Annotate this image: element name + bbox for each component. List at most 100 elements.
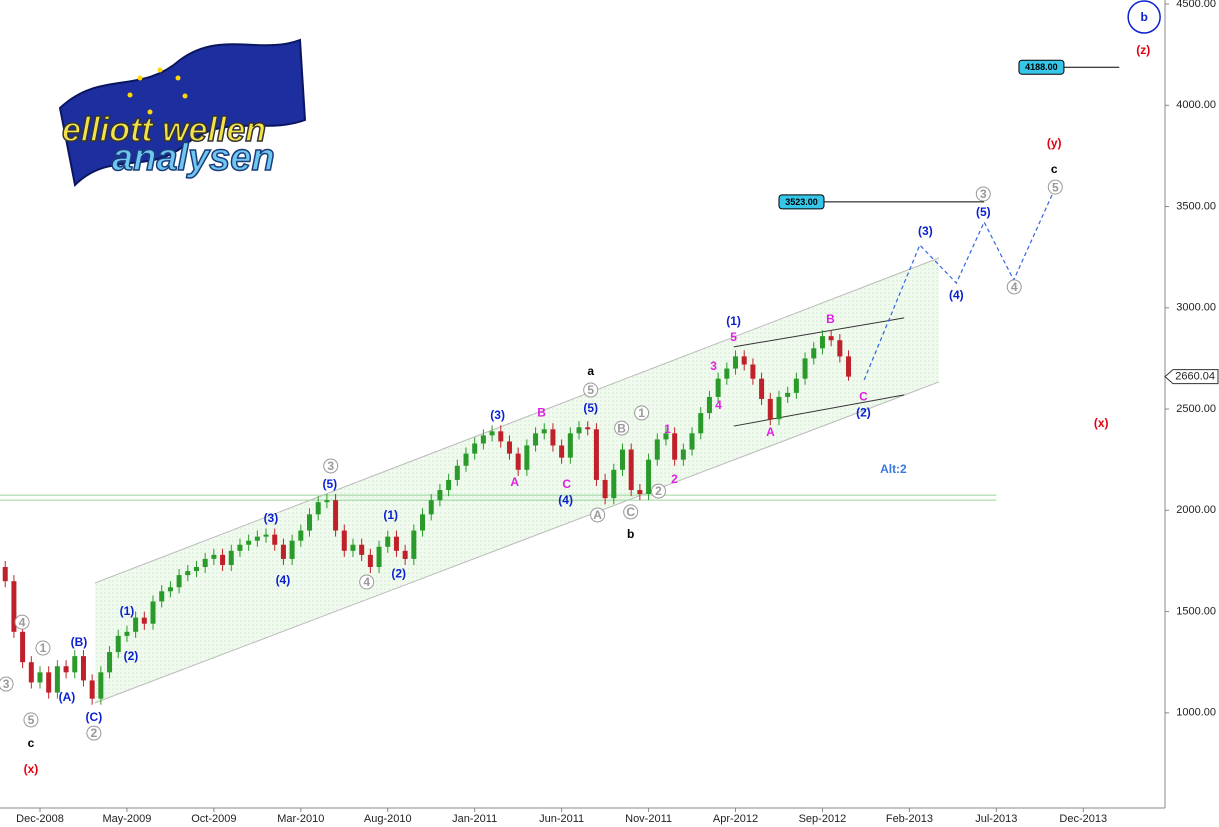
wave-label: 1 [664, 422, 671, 436]
candle-body [533, 433, 539, 446]
wave-label: A [593, 508, 602, 522]
wave-label: b [627, 527, 634, 541]
candle-body [341, 530, 347, 551]
wave-label: (A) [59, 690, 76, 704]
wave-circle [14, 614, 30, 630]
candle-body [663, 433, 669, 440]
candle-body [550, 429, 556, 446]
logo-stars [127, 67, 188, 115]
wave-label: 5 [730, 330, 737, 344]
wave-label: (5) [976, 205, 991, 219]
candle-body [559, 445, 565, 458]
candle-body [185, 571, 191, 576]
wedge-line [733, 317, 905, 348]
x-tick-label: Sep-2012 [799, 813, 847, 825]
wave-label: (5) [323, 477, 338, 491]
wave-circle [0, 676, 14, 692]
x-tick-label: Jun-2011 [539, 813, 584, 825]
candle-body [819, 336, 825, 349]
candle-body [428, 500, 434, 515]
candle-body [289, 540, 295, 559]
wave-label: 4 [363, 575, 370, 589]
wave-circle [634, 405, 650, 421]
candle-body [402, 550, 408, 559]
candle-body [837, 340, 843, 357]
wave-label: 1 [638, 406, 645, 420]
y-tick-label: 2000.00 [1176, 504, 1216, 516]
candle-body [619, 449, 625, 470]
candle-body [715, 378, 721, 397]
wave-circle [650, 483, 666, 499]
candle-body [706, 396, 712, 414]
wave-label: 3 [980, 187, 987, 201]
candle-body [498, 431, 504, 442]
candle-body [133, 617, 139, 632]
y-tick-label: 3000.00 [1176, 302, 1216, 314]
wave-label: (2) [856, 405, 871, 419]
wave-circle [614, 420, 630, 436]
wave-label: C [626, 505, 635, 519]
candle-body [437, 490, 443, 501]
wave-label: B [826, 312, 835, 326]
candle-body [524, 445, 530, 470]
target-box [1018, 59, 1065, 75]
channel-line [94, 257, 940, 584]
x-tick-label: Nov-2011 [625, 813, 672, 825]
x-tick-label: Dec-2008 [16, 813, 64, 825]
candle-body [298, 530, 304, 541]
candle-body [315, 502, 321, 515]
candle-body [28, 662, 34, 683]
candle-body [541, 429, 547, 434]
wave-label: A [510, 475, 519, 489]
candle-body [228, 550, 234, 565]
wave-label: (x) [24, 762, 39, 776]
candle-body [80, 656, 86, 681]
candle-body [420, 514, 426, 531]
candle-body [454, 465, 460, 480]
candle-body [724, 368, 730, 379]
y-tick-label: 1500.00 [1176, 605, 1216, 617]
candle-body [272, 534, 278, 545]
wave-label: 5 [1052, 180, 1059, 194]
candle-body [11, 581, 17, 632]
wave-label: (y) [1047, 136, 1062, 150]
wave-label: 4 [19, 615, 26, 629]
candle-body [176, 575, 182, 588]
wave-label: 5 [587, 383, 594, 397]
candle-body [115, 635, 121, 653]
candle-body [593, 429, 599, 480]
wave-label: 5 [28, 713, 35, 727]
candle-body [263, 534, 269, 537]
candle-body [159, 591, 165, 602]
wave-circle [583, 382, 599, 398]
candle-body [602, 479, 608, 499]
candle-body [611, 469, 617, 499]
logo: elliott wellen analysen [58, 38, 307, 188]
x-tick-label: May-2009 [102, 813, 151, 825]
candle-body [480, 435, 486, 444]
candle-body [463, 453, 469, 466]
wave-label: 2 [655, 484, 662, 498]
wedge-line [733, 394, 905, 427]
wave-label: 2 [91, 726, 98, 740]
candle-body [254, 536, 260, 541]
candle-body [393, 536, 399, 551]
wave-circle [623, 504, 639, 520]
candle-body [654, 439, 660, 460]
wave-label: (C) [86, 710, 103, 724]
wave-label: (4) [276, 573, 291, 587]
candle-body [506, 441, 512, 454]
candle-body [246, 540, 252, 545]
y-tick-label: 3500.00 [1176, 200, 1216, 212]
candle-body [698, 413, 704, 434]
candle-body [37, 672, 43, 683]
candle-body [811, 348, 817, 359]
candle-body [567, 433, 573, 458]
wave-label: (4) [558, 493, 573, 507]
wave-circle [359, 574, 375, 590]
candle-body [54, 666, 60, 693]
candle-body [350, 544, 356, 551]
candle-body [767, 398, 773, 420]
candle-body [750, 364, 756, 379]
candle-body [489, 431, 495, 436]
